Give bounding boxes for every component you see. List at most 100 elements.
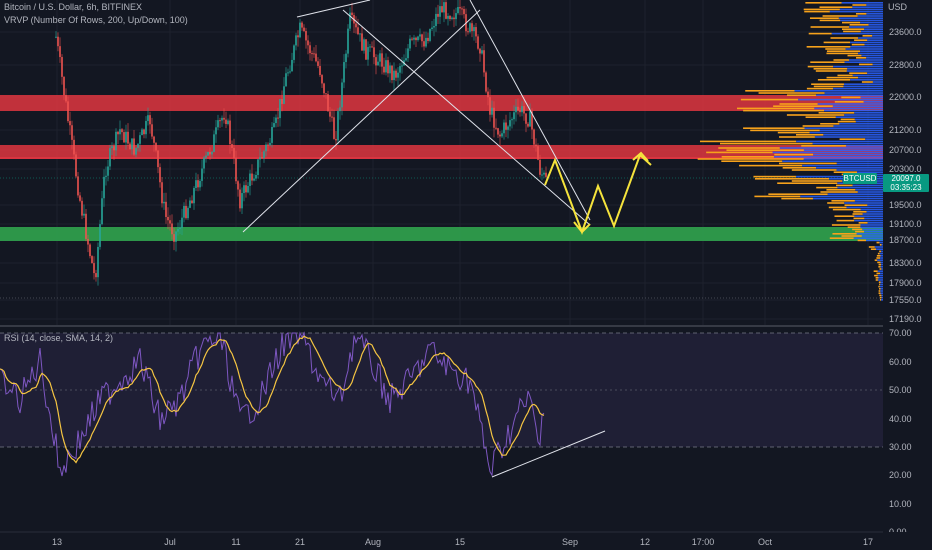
candle-body <box>433 25 435 28</box>
resistance-zone-upper[interactable] <box>0 95 883 111</box>
volume-bar-up <box>866 239 883 242</box>
volume-bar-up <box>860 21 883 24</box>
volume-bar-up <box>800 195 883 198</box>
volume-bar-down <box>818 112 855 114</box>
candle-body <box>283 86 285 104</box>
candle-body <box>135 147 137 155</box>
candle-body <box>491 107 493 115</box>
candle-body <box>499 134 501 137</box>
candle-body <box>223 117 225 120</box>
price-tick-label: 19100.0 <box>889 219 922 229</box>
volume-bar-up <box>852 74 883 77</box>
volume-bar-up <box>881 296 883 299</box>
candle-body <box>231 144 233 148</box>
candle-body <box>325 93 327 95</box>
candle-body <box>443 2 445 13</box>
volume-bar-down <box>779 136 815 138</box>
volume-bar-down <box>820 191 858 193</box>
candle-body <box>535 144 537 147</box>
volume-bar-down <box>782 167 817 169</box>
volume-bar-down <box>773 105 833 107</box>
volume-bar-up <box>846 145 883 147</box>
candle-body <box>355 23 357 28</box>
volume-bar-up <box>858 76 883 79</box>
volume-bar-up <box>865 138 883 140</box>
candle-body <box>449 15 451 20</box>
rsi-pane[interactable] <box>0 331 883 478</box>
volume-bar-down <box>878 263 882 266</box>
price-axis[interactable]: USD 23600.0 22800.0 22000.0 21200.0 20700.0 2… <box>883 0 932 537</box>
time-axis[interactable]: 13 Jul 11 21 Aug 15 Sep 12 17:00 Oct 17 <box>0 531 932 550</box>
candle-body <box>309 45 311 54</box>
rsi-divergence-line[interactable] <box>491 430 606 478</box>
volume-bar-down <box>878 266 881 268</box>
volume-bar-up <box>862 228 883 231</box>
volume-bar-down <box>852 4 867 6</box>
rsi-indicator-label[interactable]: RSI (14, close, SMA, 14, 2) <box>4 333 114 343</box>
resistance-zone-lower[interactable] <box>0 145 883 159</box>
volume-bar-up <box>843 83 883 85</box>
candle-body <box>121 129 123 133</box>
volume-bar-up <box>814 136 883 138</box>
candle-body <box>237 181 239 190</box>
candle-body <box>523 106 525 114</box>
candle-body <box>241 193 243 209</box>
candle-body <box>385 60 387 73</box>
last-price-value: 20097.0 <box>891 174 921 183</box>
trendline-falling-a[interactable] <box>342 9 591 226</box>
vrvp-indicator-label[interactable]: VRVP (Number Of Rows, 200, Up/Down, 100) <box>4 15 188 25</box>
volume-bar-down <box>840 118 855 121</box>
candle-body <box>245 185 247 193</box>
candle-body <box>175 231 177 242</box>
candle-body <box>473 27 475 32</box>
time-tick-label: Aug <box>365 537 381 547</box>
candle-body <box>151 124 153 137</box>
candle-body <box>365 39 367 60</box>
candle-body <box>257 159 259 175</box>
symbol-title[interactable]: Bitcoin / U.S. Dollar, 6h, BITFINEX <box>4 2 143 12</box>
candle-body <box>167 216 169 221</box>
rsi-lines[interactable] <box>0 331 545 477</box>
candle-body <box>371 46 373 48</box>
candlesticks[interactable] <box>55 0 549 286</box>
candle-body <box>377 61 379 66</box>
volume-bar-up <box>813 153 883 156</box>
trendline-rising[interactable] <box>242 9 481 233</box>
volume-bar-up <box>833 87 883 90</box>
volume-bar-down <box>743 127 805 129</box>
candle-body <box>401 65 403 67</box>
volume-bar-up <box>852 184 883 187</box>
volume-bar-up <box>824 92 883 94</box>
volume-bar-down <box>826 52 859 55</box>
candle-body <box>509 120 511 127</box>
candle-body <box>163 201 165 204</box>
candle-body <box>81 200 83 216</box>
support-zone[interactable] <box>0 227 883 241</box>
volume-bar-up <box>840 19 883 22</box>
candle-body <box>437 13 439 17</box>
volume-bar-up <box>798 98 883 101</box>
volume-bar-up <box>872 35 883 37</box>
volume-bar-down <box>837 74 853 77</box>
trendline-falling-b[interactable] <box>469 0 591 221</box>
candle-body <box>467 31 469 33</box>
volume-bar-up <box>857 15 883 17</box>
candle-body <box>83 213 85 216</box>
price-pane[interactable] <box>0 0 883 325</box>
candle-body <box>149 115 151 125</box>
candle-body <box>285 73 287 87</box>
last-price-tag[interactable]: 20097.0 03:35:23 <box>883 174 929 192</box>
volume-bar-up <box>866 211 883 213</box>
candle-body <box>203 157 205 169</box>
volume-bar-down <box>876 241 880 244</box>
symbol-price-tag[interactable]: BTCUSD <box>843 173 877 184</box>
volume-bar-up <box>867 72 883 74</box>
candle-body <box>139 135 141 144</box>
candle-body <box>501 133 503 137</box>
candle-body <box>255 174 257 179</box>
candle-body <box>519 110 521 113</box>
candle-body <box>453 17 455 20</box>
candle-body <box>61 57 63 77</box>
trendline-top[interactable] <box>296 0 371 18</box>
volume-bar-down <box>826 76 859 79</box>
